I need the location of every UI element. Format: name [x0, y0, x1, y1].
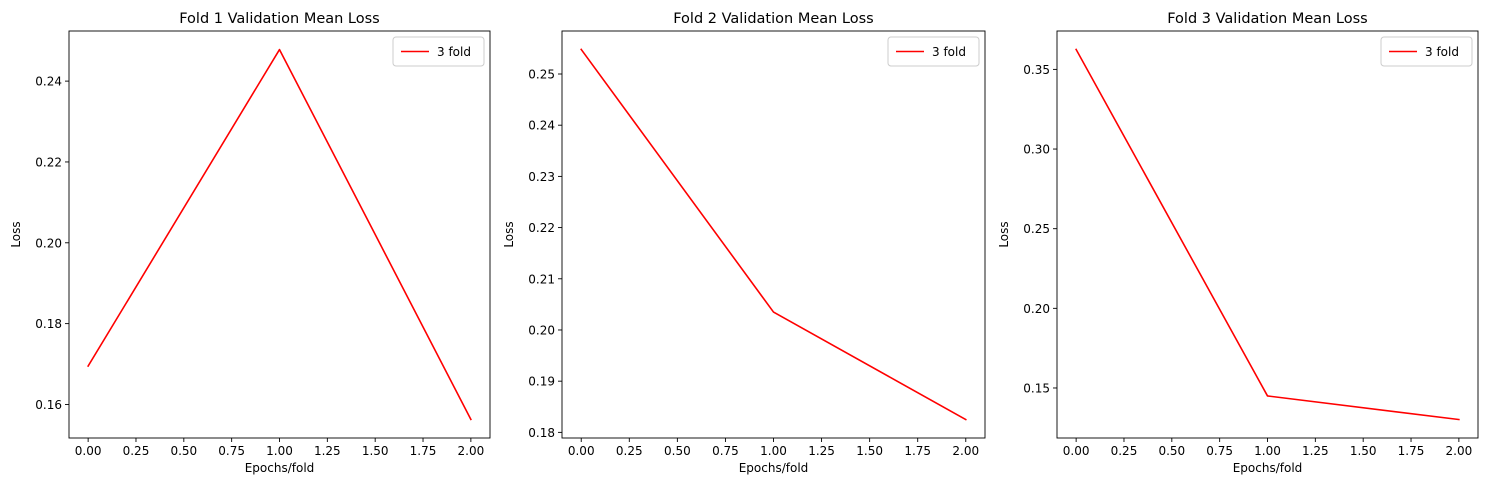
- y-tick-label: 0.19: [528, 375, 555, 389]
- chart-panel-3: Fold 3 Validation Mean Loss 0.00 0.25 0.50 0…: [997, 11, 1479, 475]
- x-tick-label: 1.75: [1398, 444, 1425, 458]
- x-tick-label: 2.00: [952, 444, 979, 458]
- chart-title: Fold 3 Validation Mean Loss: [1167, 11, 1368, 27]
- y-tick-label: 0.23: [528, 170, 555, 184]
- x-tick-label: 1.50: [1350, 444, 1377, 458]
- x-tick-label: 0.75: [218, 444, 245, 458]
- y-tick-label: 0.25: [1023, 222, 1050, 236]
- legend: 3 fold: [392, 36, 485, 67]
- chart-title: Fold 2 Validation Mean Loss: [673, 11, 874, 27]
- y-axis-label: Loss: [997, 221, 1011, 247]
- x-tick-label: 1.75: [410, 444, 437, 458]
- x-tick-label: 0.50: [170, 444, 197, 458]
- legend-label: 3 fold: [1425, 45, 1459, 59]
- series-line-1: [1075, 48, 1460, 421]
- y-tick-label: 0.21: [528, 272, 555, 286]
- x-tick-label: 1.00: [266, 444, 293, 458]
- legend-box: [887, 36, 980, 67]
- y-axis-label: Loss: [502, 221, 516, 247]
- x-tick-label: 2.00: [458, 444, 485, 458]
- x-tick-label: 1.50: [856, 444, 883, 458]
- y-tick-label: 0.22: [35, 155, 62, 169]
- y-tick-label: 0.35: [1023, 63, 1050, 77]
- y-tick-label: 0.18: [35, 317, 62, 331]
- legend-box: [1380, 36, 1473, 67]
- x-tick-label: 0.25: [616, 444, 643, 458]
- axes-frame: [561, 30, 986, 439]
- legend-label: 3 fold: [437, 45, 471, 59]
- x-tick-label: 1.25: [808, 444, 835, 458]
- y-tick-label: 0.16: [35, 398, 62, 412]
- x-tick-label: 0.00: [75, 444, 102, 458]
- y-tick-label: 0.18: [528, 426, 555, 440]
- y-tick-label: 0.20: [528, 323, 555, 337]
- legend-box: [392, 36, 485, 67]
- x-tick-label: 1.00: [1254, 444, 1281, 458]
- y-tick-label: 0.22: [528, 221, 555, 235]
- x-tick-label: 0.75: [1206, 444, 1233, 458]
- x-axis-label: Epochs/fold: [739, 461, 809, 475]
- y-tick-label: 0.30: [1023, 143, 1050, 157]
- axes-frame: [68, 30, 491, 439]
- y-tick-label: 0.24: [35, 75, 62, 89]
- x-tick-label: 0.25: [1111, 444, 1138, 458]
- chart-panel-2: Fold 2 Validation Mean Loss 0.00 0.25 0.50 0…: [502, 11, 986, 475]
- x-tick-label: 1.25: [1302, 444, 1329, 458]
- x-tick-label: 0.50: [1158, 444, 1185, 458]
- y-tick-label: 0.20: [1023, 302, 1050, 316]
- x-tick-label: 1.75: [904, 444, 931, 458]
- legend: 3 fold: [887, 36, 980, 67]
- x-axis-label: Epochs/fold: [1233, 461, 1303, 475]
- x-tick-label: 0.50: [664, 444, 691, 458]
- x-tick-label: 0.75: [712, 444, 739, 458]
- y-tick-label: 0.24: [528, 119, 555, 133]
- chart-panel-1: Fold 1 Validation Mean Loss 0.00 0.25 0.50 0…: [9, 11, 491, 475]
- x-tick-label: 0.00: [568, 444, 595, 458]
- x-tick-label: 0.25: [123, 444, 150, 458]
- x-tick-label: 2.00: [1446, 444, 1473, 458]
- x-tick-label: 1.25: [314, 444, 341, 458]
- x-tick-label: 0.00: [1063, 444, 1090, 458]
- y-tick-label: 0.20: [35, 236, 62, 250]
- series-line-1: [580, 48, 967, 421]
- chart-title: Fold 1 Validation Mean Loss: [179, 11, 380, 27]
- y-tick-label: 0.25: [528, 68, 555, 82]
- legend-label: 3 fold: [932, 45, 966, 59]
- y-axis-label: Loss: [9, 221, 23, 247]
- legend: 3 fold: [1380, 36, 1473, 67]
- x-tick-label: 1.00: [760, 444, 787, 458]
- x-tick-label: 1.50: [362, 444, 389, 458]
- x-axis-label: Epochs/fold: [245, 461, 315, 475]
- y-tick-label: 0.15: [1023, 381, 1050, 395]
- series-line-1: [87, 48, 472, 421]
- axes-frame: [1056, 30, 1479, 439]
